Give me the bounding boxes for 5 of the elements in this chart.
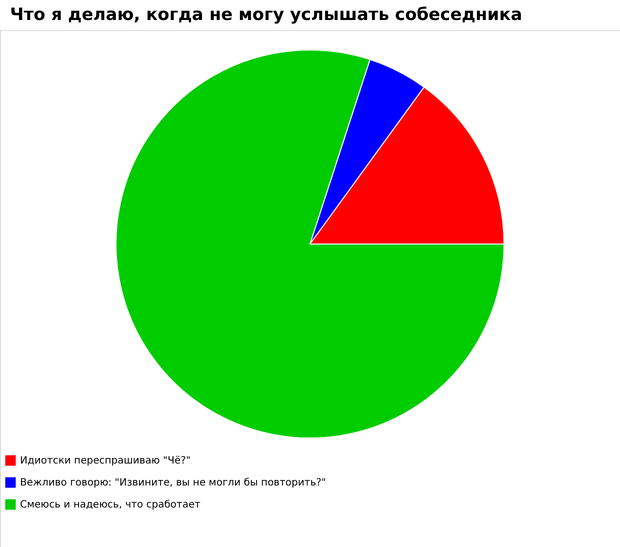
chart-title: Что я делаю, когда не могу услышать собеседника <box>10 5 522 25</box>
legend-label: Вежливо говорю: "Извините, вы не могли бы повторить?" <box>20 478 326 488</box>
pie-slice <box>116 50 504 438</box>
legend-label: Идиотски переспрашиваю "Чё?" <box>20 456 191 466</box>
legend-label: Смеюсь и надеюсь, что сработает <box>20 500 201 510</box>
